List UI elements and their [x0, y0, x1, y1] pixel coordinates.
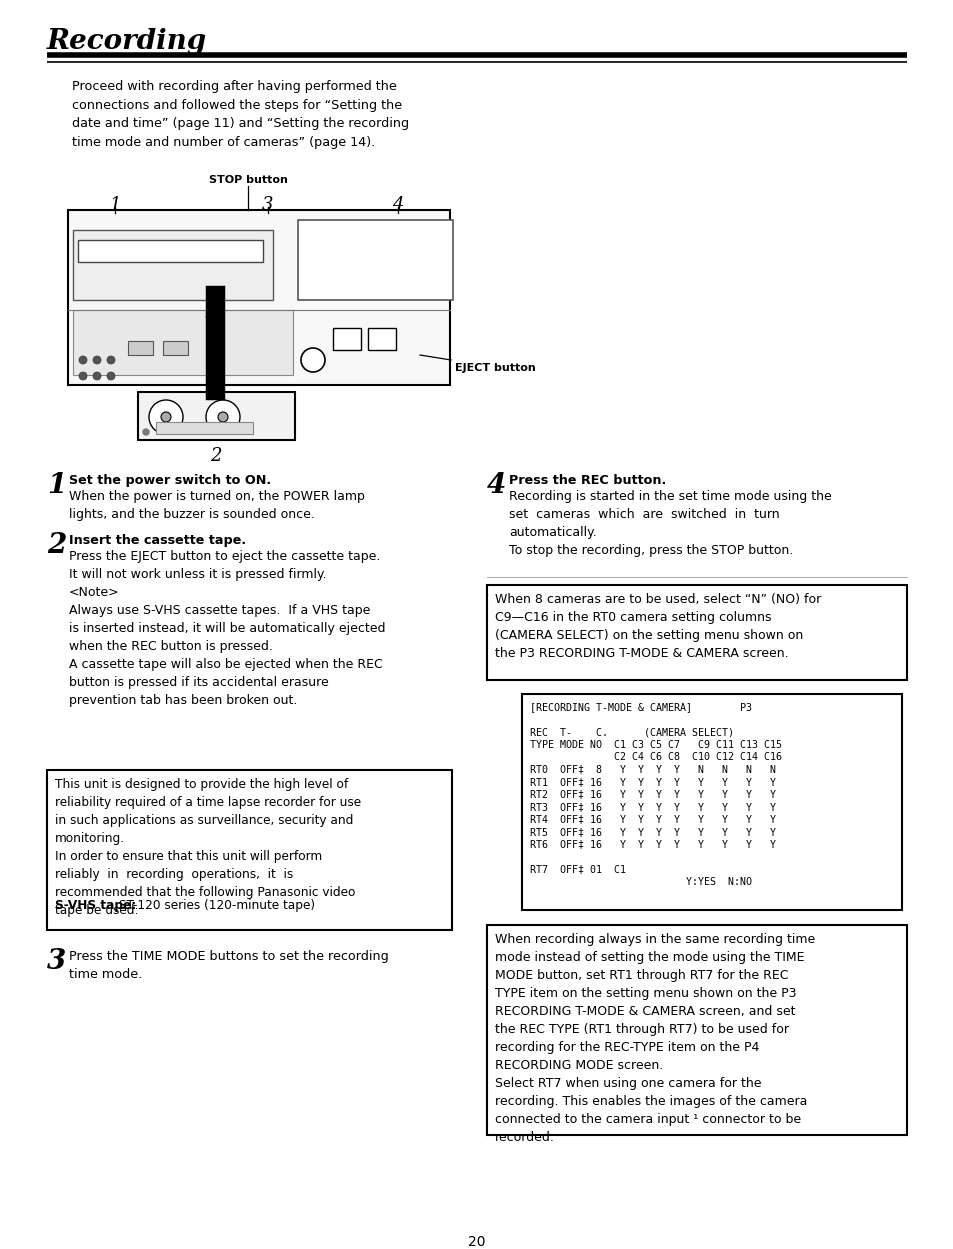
Text: REC  T-    C.      (CAMERA SELECT): REC T- C. (CAMERA SELECT): [530, 727, 733, 737]
Circle shape: [161, 412, 171, 422]
Circle shape: [92, 372, 101, 380]
Text: 2: 2: [210, 447, 221, 465]
Bar: [486, 926, 906, 1135]
Bar: [73, 310, 293, 375]
Circle shape: [79, 356, 87, 363]
Bar: [521, 694, 901, 911]
Bar: [68, 210, 450, 385]
Bar: [297, 220, 453, 300]
Text: RT3  OFF‡ 16   Y  Y  Y  Y   Y   Y   Y   Y: RT3 OFF‡ 16 Y Y Y Y Y Y Y Y: [530, 802, 775, 812]
Bar: [47, 769, 452, 931]
Text: EJECT button: EJECT button: [455, 363, 536, 373]
Text: RT6  OFF‡ 16   Y  Y  Y  Y   Y   Y   Y   Y: RT6 OFF‡ 16 Y Y Y Y Y Y Y Y: [530, 839, 775, 849]
Text: When recording always in the same recording time
mode instead of setting the mod: When recording always in the same record…: [495, 933, 815, 1144]
Text: 4: 4: [486, 472, 506, 500]
Circle shape: [206, 400, 240, 433]
Bar: [156, 422, 253, 433]
Text: 20: 20: [468, 1235, 485, 1249]
Text: Insert the cassette tape.: Insert the cassette tape.: [69, 535, 246, 547]
Text: Press the TIME MODE buttons to set the recording
time mode.: Press the TIME MODE buttons to set the r…: [69, 950, 388, 980]
Text: When the power is turned on, the POWER lamp
lights, and the buzzer is sounded on: When the power is turned on, the POWER l…: [69, 490, 364, 521]
Text: Y:YES  N:NO: Y:YES N:NO: [530, 877, 751, 887]
Text: TYPE MODE NO  C1 C3 C5 C7   C9 C11 C13 C15: TYPE MODE NO C1 C3 C5 C7 C9 C11 C13 C15: [530, 739, 781, 749]
Circle shape: [92, 356, 101, 363]
Bar: [368, 328, 395, 350]
Bar: [138, 392, 294, 440]
Text: RT1  OFF‡ 16   Y  Y  Y  Y   Y   Y   Y   Y: RT1 OFF‡ 16 Y Y Y Y Y Y Y Y: [530, 777, 775, 787]
Text: This unit is designed to provide the high level of
reliability required of a tim: This unit is designed to provide the hig…: [55, 778, 361, 917]
Circle shape: [107, 356, 115, 363]
Bar: [163, 341, 188, 355]
Text: RT0  OFF‡  8   Y  Y  Y  Y   N   N   N   N: RT0 OFF‡ 8 Y Y Y Y N N N N: [530, 764, 775, 774]
Text: 2: 2: [47, 532, 66, 560]
Bar: [128, 341, 152, 355]
Text: STOP button: STOP button: [209, 175, 287, 185]
Text: RT7  OFF‡ 01  C1: RT7 OFF‡ 01 C1: [530, 864, 625, 874]
Circle shape: [107, 372, 115, 380]
Circle shape: [301, 348, 325, 372]
Text: RT5  OFF‡ 16   Y  Y  Y  Y   Y   Y   Y   Y: RT5 OFF‡ 16 Y Y Y Y Y Y Y Y: [530, 827, 775, 837]
Text: When 8 cameras are to be used, select “N” (NO) for
C9—C16 in the RT0 camera sett: When 8 cameras are to be used, select “N…: [495, 593, 821, 659]
Text: ST-120 series (120-minute tape): ST-120 series (120-minute tape): [115, 899, 314, 913]
Text: 1: 1: [110, 196, 121, 214]
Text: Proceed with recording after having performed the
connections and followed the s: Proceed with recording after having perf…: [71, 80, 409, 149]
Bar: [78, 240, 263, 262]
Circle shape: [143, 428, 149, 435]
Text: C2 C4 C6 C8  C10 C12 C14 C16: C2 C4 C6 C8 C10 C12 C14 C16: [530, 752, 781, 762]
Text: Recording is started in the set time mode using the
set  cameras  which  are  sw: Recording is started in the set time mod…: [509, 490, 831, 557]
Circle shape: [149, 400, 183, 433]
Bar: [73, 230, 273, 300]
Text: 3: 3: [262, 196, 274, 214]
Text: 1: 1: [47, 472, 66, 500]
Bar: [486, 585, 906, 679]
Circle shape: [218, 412, 228, 422]
Text: RT4  OFF‡ 16   Y  Y  Y  Y   Y   Y   Y   Y: RT4 OFF‡ 16 Y Y Y Y Y Y Y Y: [530, 814, 775, 824]
Text: Recording: Recording: [47, 27, 207, 55]
Text: RT2  OFF‡ 16   Y  Y  Y  Y   Y   Y   Y   Y: RT2 OFF‡ 16 Y Y Y Y Y Y Y Y: [530, 789, 775, 799]
Text: Press the REC button.: Press the REC button.: [509, 475, 665, 487]
Bar: [333, 328, 360, 350]
Text: 3: 3: [47, 948, 66, 975]
Text: 4: 4: [392, 196, 403, 214]
Text: [RECORDING T-MODE & CAMERA]        P3: [RECORDING T-MODE & CAMERA] P3: [530, 702, 751, 712]
Text: S-VHS tape:: S-VHS tape:: [55, 899, 136, 913]
Text: Set the power switch to ON.: Set the power switch to ON.: [69, 475, 271, 487]
Circle shape: [79, 372, 87, 380]
Text: Press the EJECT button to eject the cassette tape.
It will not work unless it is: Press the EJECT button to eject the cass…: [69, 550, 385, 707]
